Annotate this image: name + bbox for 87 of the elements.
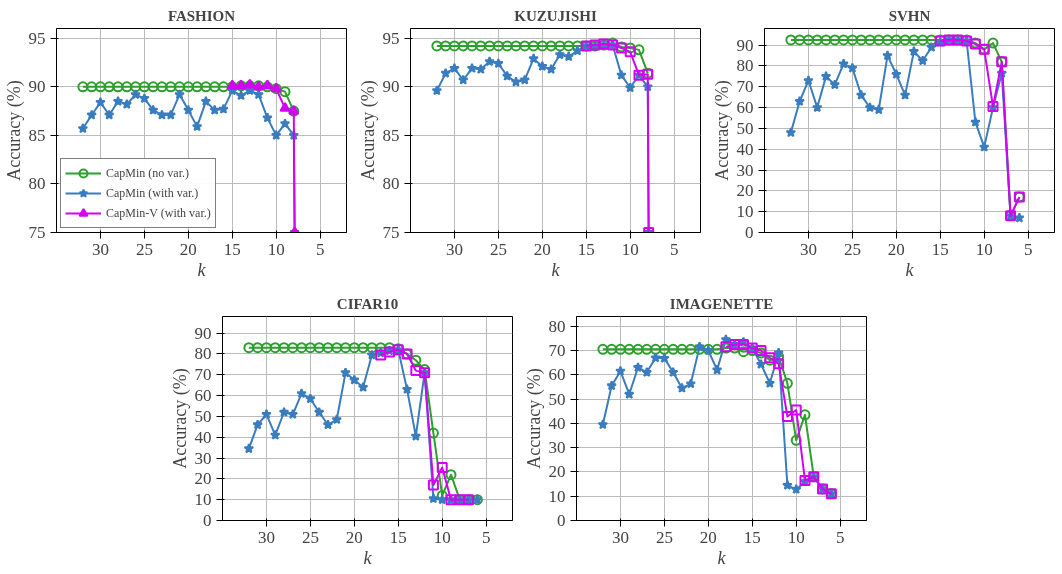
y-axis-title: Accuracy (%) xyxy=(711,80,733,181)
y-tick-label: 90 xyxy=(736,35,754,55)
legend-label: CapMin (no var.) xyxy=(106,165,189,181)
y-axis-title: Accuracy (%) xyxy=(523,368,545,469)
y-axis-title: Accuracy (%) xyxy=(3,80,25,181)
y-tick-label: 60 xyxy=(736,98,754,118)
y-tick-label: 80 xyxy=(28,174,46,194)
y-tick-label: 75 xyxy=(28,223,46,242)
x-tick-label: 15 xyxy=(743,527,761,547)
x-axis-title: k xyxy=(905,259,915,280)
y-tick-label: 0 xyxy=(203,511,212,530)
x-tick-label: 20 xyxy=(887,239,905,259)
y-tick-label: 30 xyxy=(194,448,212,468)
y-tick-label: 10 xyxy=(194,490,212,510)
x-axis-title: k xyxy=(717,547,727,568)
legend-label: CapMin-V (with var.) xyxy=(106,205,211,221)
y-tick-label: 80 xyxy=(382,174,400,194)
y-tick-label: 0 xyxy=(745,223,754,242)
y-axis-title: Accuracy (%) xyxy=(169,368,191,469)
y-tick-label: 75 xyxy=(382,223,400,242)
x-tick-label: 10 xyxy=(267,239,285,259)
y-tick-label: 40 xyxy=(194,427,212,447)
chart-title: CIFAR10 xyxy=(336,295,399,312)
x-tick-label: 10 xyxy=(787,527,805,547)
x-tick-label: 5 xyxy=(1023,239,1033,259)
y-tick-label: 50 xyxy=(736,118,754,138)
x-tick-label: 20 xyxy=(699,527,717,547)
x-tick-label: 10 xyxy=(975,239,993,259)
x-tick-label: 25 xyxy=(655,527,673,547)
x-tick-label: 25 xyxy=(489,239,507,259)
y-tick-label: 70 xyxy=(548,341,566,360)
y-tick-label: 20 xyxy=(548,462,566,482)
y-tick-label: 90 xyxy=(382,77,400,97)
x-tick-label: 5 xyxy=(315,239,325,259)
y-tick-label: 80 xyxy=(194,344,212,364)
y-tick-label: 85 xyxy=(28,125,46,145)
x-axis-title: k xyxy=(551,259,561,280)
y-tick-label: 70 xyxy=(194,365,212,385)
x-tick-label: 15 xyxy=(223,239,241,259)
y-tick-label: 95 xyxy=(28,28,46,48)
x-tick-label: 25 xyxy=(301,527,319,547)
x-tick-label: 30 xyxy=(257,527,275,547)
x-tick-label: 30 xyxy=(799,239,817,259)
x-tick-label: 25 xyxy=(135,239,153,259)
x-axis-title: k xyxy=(363,547,373,568)
y-tick-label: 30 xyxy=(548,438,566,458)
y-tick-label: 50 xyxy=(548,389,566,409)
legend-label: CapMin (with var.) xyxy=(106,185,199,201)
x-tick-label: 15 xyxy=(931,239,949,259)
y-tick-label: 85 xyxy=(382,125,400,145)
x-tick-label: 30 xyxy=(611,527,629,547)
chart-title: SVHN xyxy=(888,7,931,24)
y-tick-label: 10 xyxy=(548,486,566,506)
x-tick-label: 25 xyxy=(843,239,861,259)
y-tick-label: 80 xyxy=(736,56,754,76)
x-tick-label: 5 xyxy=(669,239,679,259)
x-tick-label: 20 xyxy=(533,239,551,259)
x-tick-label: 15 xyxy=(389,527,407,547)
y-tick-label: 0 xyxy=(557,511,566,530)
chart-title: FASHION xyxy=(167,7,236,24)
x-tick-label: 20 xyxy=(345,527,363,547)
y-axis-title: Accuracy (%) xyxy=(357,80,379,181)
y-tick-label: 40 xyxy=(548,413,566,433)
y-tick-label: 20 xyxy=(194,469,212,489)
y-tick-label: 60 xyxy=(548,365,566,385)
y-tick-label: 90 xyxy=(194,323,212,343)
y-tick-label: 70 xyxy=(736,77,754,97)
y-tick-label: 40 xyxy=(736,139,754,159)
y-tick-label: 60 xyxy=(194,386,212,406)
x-tick-label: 30 xyxy=(445,239,463,259)
x-axis-title: k xyxy=(197,259,207,280)
x-tick-label: 15 xyxy=(577,239,595,259)
y-tick-label: 20 xyxy=(736,181,754,201)
x-tick-label: 5 xyxy=(481,527,491,547)
y-tick-label: 95 xyxy=(382,28,400,48)
x-tick-label: 10 xyxy=(433,527,451,547)
x-tick-label: 20 xyxy=(179,239,197,259)
x-tick-label: 5 xyxy=(835,527,845,547)
y-tick-label: 50 xyxy=(194,406,212,426)
y-tick-label: 80 xyxy=(548,316,566,336)
x-tick-label: 30 xyxy=(91,239,109,259)
x-tick-label: 10 xyxy=(621,239,639,259)
chart-title: IMAGENETTE xyxy=(669,295,774,312)
y-tick-label: 10 xyxy=(736,202,754,222)
y-tick-label: 90 xyxy=(28,77,46,97)
y-tick-label: 30 xyxy=(736,160,754,180)
chart-title: KUZUJISHI xyxy=(514,7,597,24)
